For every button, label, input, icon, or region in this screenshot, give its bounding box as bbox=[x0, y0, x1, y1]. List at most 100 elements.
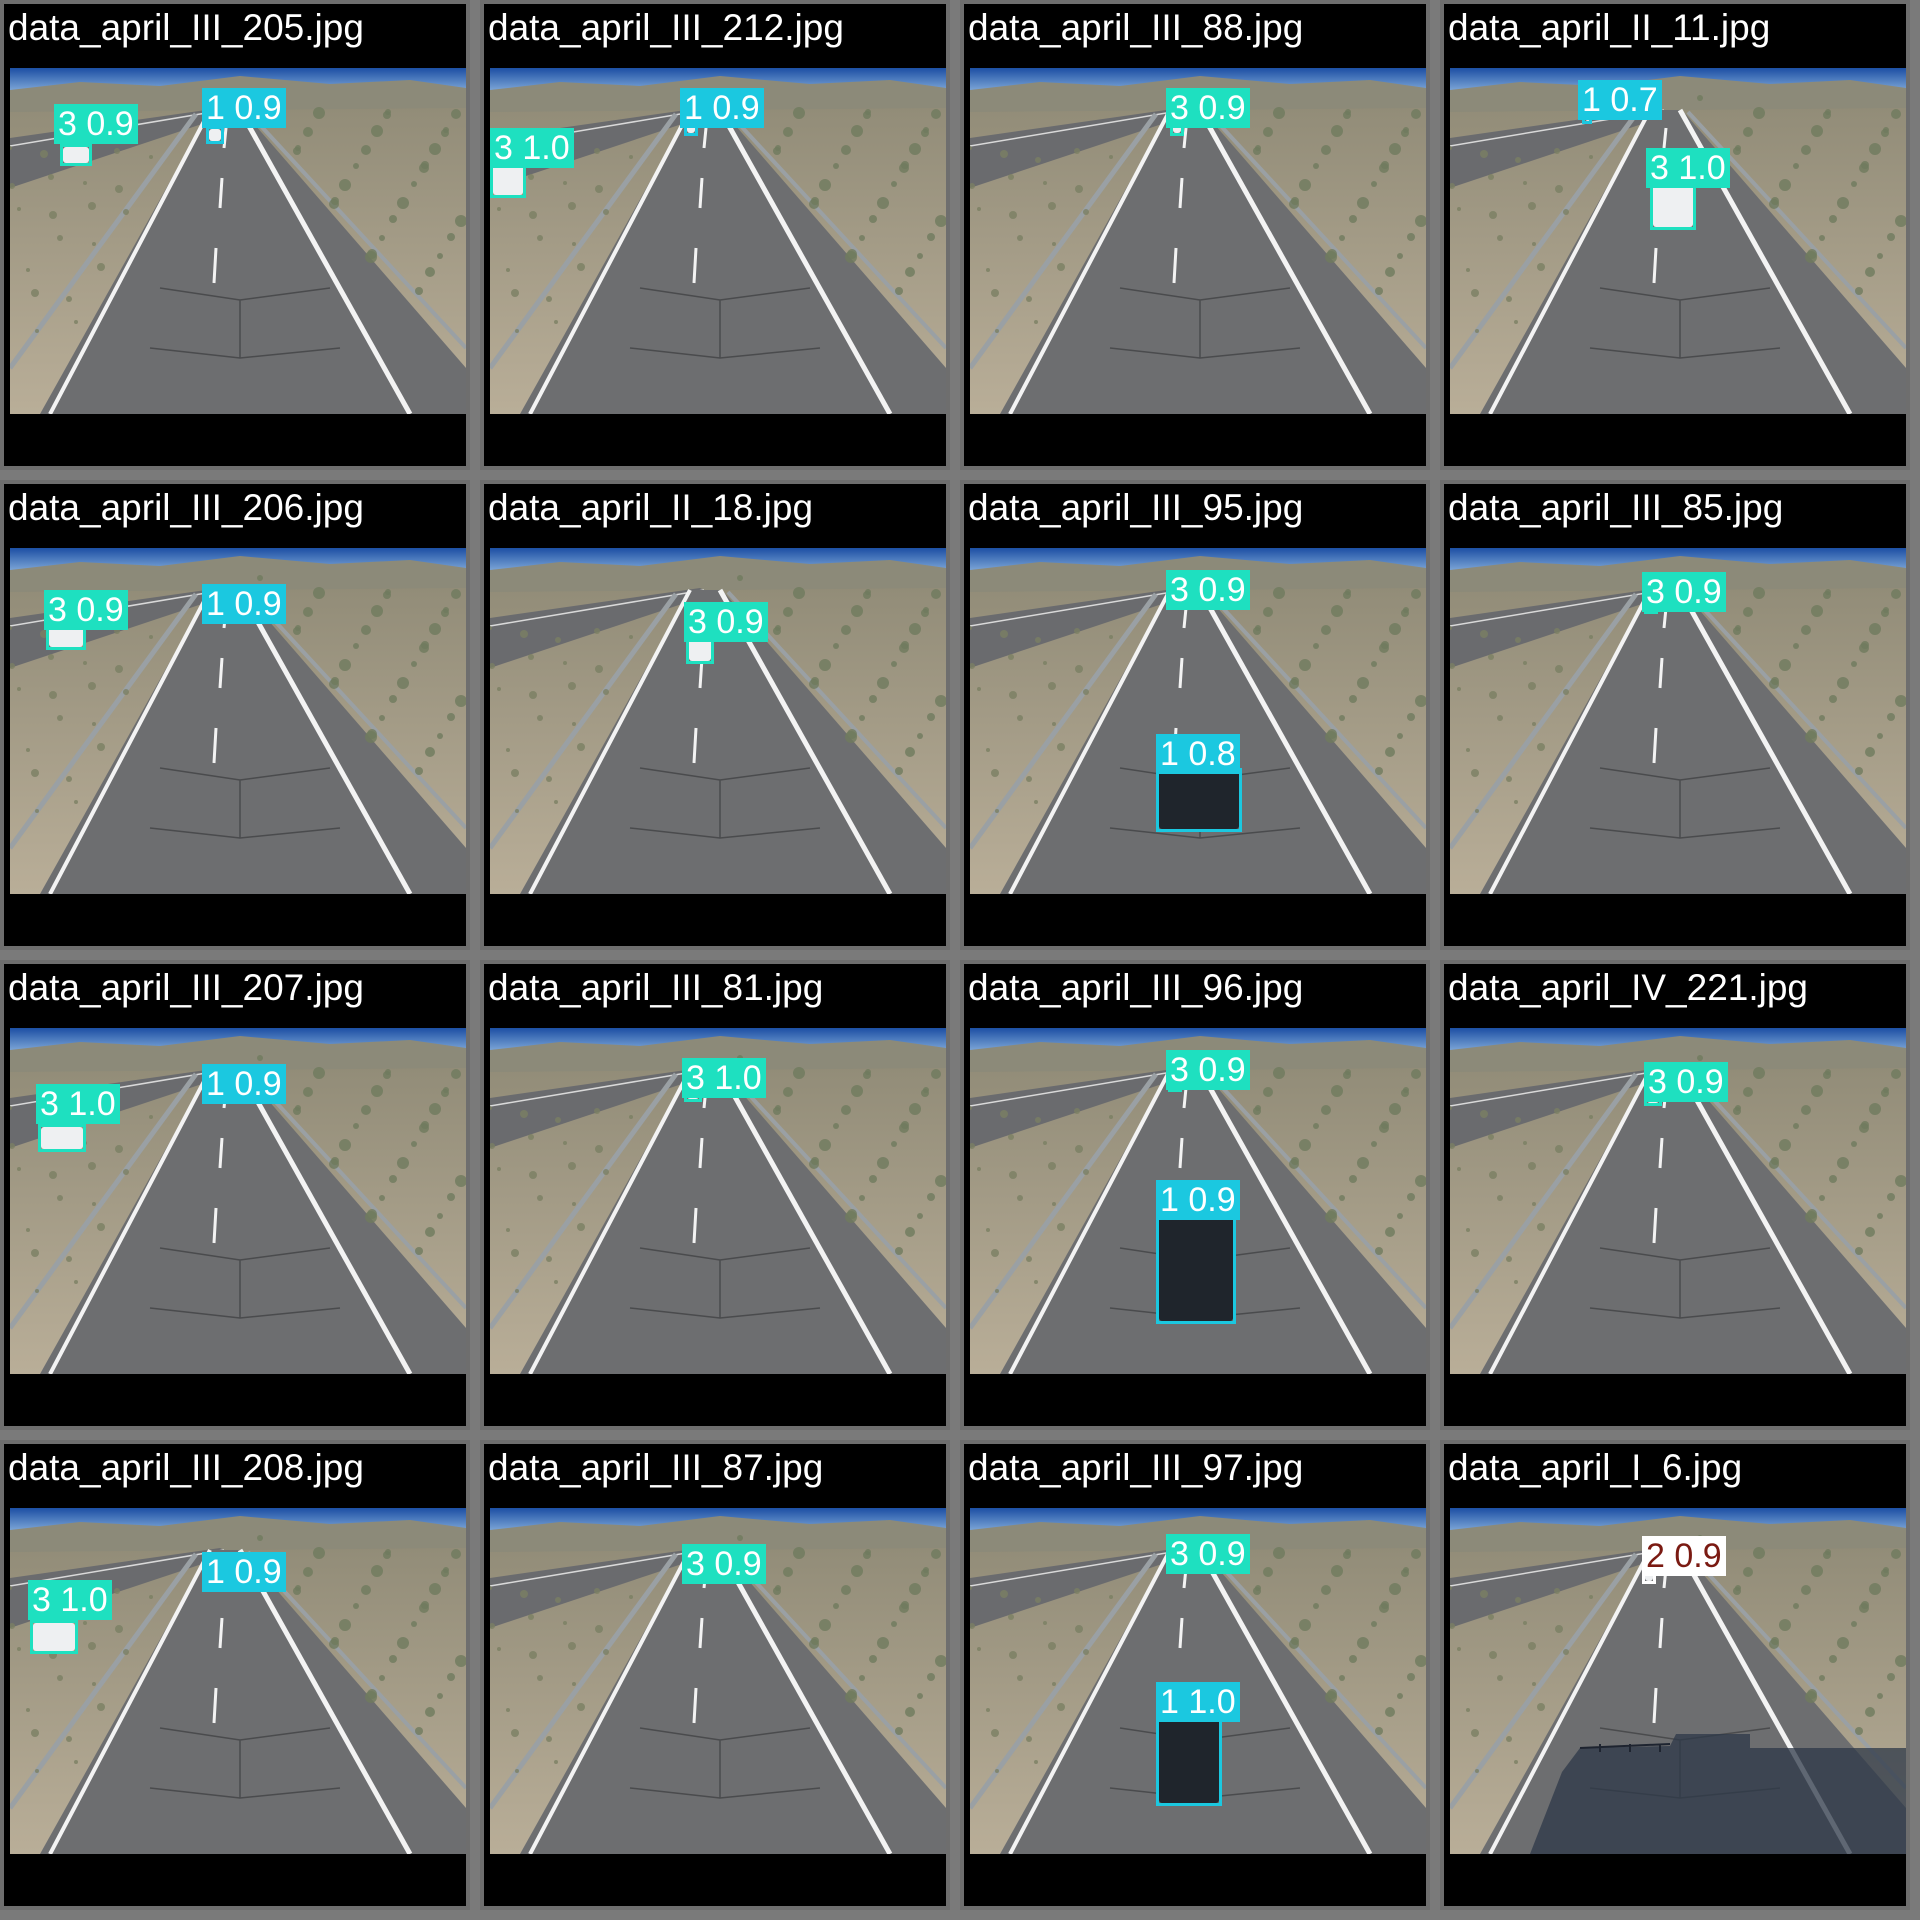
detection-label: 3 0.9 bbox=[684, 602, 768, 642]
traffic-camera-image: 3 0.9 bbox=[1450, 1028, 1906, 1374]
detection-label: 1 0.8 bbox=[1156, 734, 1240, 774]
image-filename: data_april_I_6.jpg bbox=[1448, 1447, 1743, 1488]
camera-frame bbox=[490, 548, 946, 894]
image-filename: data_april_III_206.jpg bbox=[8, 487, 364, 528]
detection-label: 3 0.9 bbox=[44, 590, 128, 630]
prediction-tile: data_april_IV_221.jpg 3 0.9 bbox=[1440, 960, 1910, 1430]
vehicle bbox=[1159, 1719, 1219, 1803]
traffic-camera-image: 3 0.9 1 1.0 bbox=[970, 1508, 1426, 1854]
detection-label: 3 1.0 bbox=[490, 128, 574, 168]
detection-box bbox=[30, 1620, 78, 1654]
vehicle bbox=[687, 125, 695, 133]
vehicle bbox=[1159, 771, 1239, 829]
vehicle bbox=[49, 627, 83, 647]
detection-label: 2 0.9 bbox=[1642, 1536, 1726, 1576]
detection-label: 3 0.9 bbox=[1166, 570, 1250, 610]
prediction-tile: data_april_III_95.jpg 3 0.9 1 0.8 bbox=[960, 480, 1430, 950]
detection-label: 3 1.0 bbox=[28, 1580, 112, 1620]
traffic-camera-image: 1 0.7 3 1.0 bbox=[1450, 68, 1906, 414]
vehicle bbox=[1173, 125, 1181, 133]
image-filename: data_april_II_11.jpg bbox=[1448, 7, 1771, 48]
detection-box bbox=[60, 144, 92, 166]
detection-label: 3 0.9 bbox=[682, 1544, 766, 1584]
camera-frame bbox=[1450, 68, 1906, 414]
prediction-tile: data_april_III_205.jpg 3 0.9 1 0.9 bbox=[0, 0, 470, 470]
image-filename: data_april_III_96.jpg bbox=[968, 967, 1304, 1008]
prediction-tile: data_april_II_11.jpg 1 0.7 3 1.0 bbox=[1440, 0, 1910, 470]
image-filename: data_april_III_208.jpg bbox=[8, 1447, 364, 1488]
prediction-tile: data_april_III_87.jpg 3 0.9 bbox=[480, 1440, 950, 1910]
detection-box bbox=[206, 126, 224, 144]
image-filename: data_april_III_88.jpg bbox=[968, 7, 1304, 48]
image-filename: data_april_III_207.jpg bbox=[8, 967, 364, 1008]
vehicle bbox=[1645, 1573, 1653, 1581]
traffic-camera-image: 3 0.9 1 0.9 bbox=[10, 548, 466, 894]
detection-label: 1 0.9 bbox=[202, 1064, 286, 1104]
vehicle bbox=[689, 639, 711, 661]
detection-label: 3 1.0 bbox=[36, 1084, 120, 1124]
vehicle bbox=[1159, 1217, 1233, 1321]
image-filename: data_april_III_212.jpg bbox=[488, 7, 844, 48]
traffic-camera-image: 3 0.9 1 0.9 bbox=[970, 1028, 1426, 1374]
vehicle bbox=[1653, 185, 1693, 227]
camera-frame bbox=[1450, 1508, 1906, 1854]
prediction-tile: data_april_III_207.jpg 3 1.0 1 0.9 bbox=[0, 960, 470, 1430]
prediction-tile: data_april_III_81.jpg 3 1.0 bbox=[480, 960, 950, 1430]
detection-label: 3 0.9 bbox=[1642, 572, 1726, 612]
detection-label: 1 0.9 bbox=[202, 1552, 286, 1592]
detection-label: 1 0.9 bbox=[680, 88, 764, 128]
vehicle bbox=[41, 1127, 83, 1149]
image-filename: data_april_II_18.jpg bbox=[488, 487, 814, 528]
detection-label: 3 1.0 bbox=[682, 1058, 766, 1098]
prediction-tile: data_april_III_208.jpg 3 1.0 1 0.9 bbox=[0, 1440, 470, 1910]
detection-label: 3 0.9 bbox=[1166, 1534, 1250, 1574]
prediction-tile: data_april_III_206.jpg 3 0.9 1 0.9 bbox=[0, 480, 470, 950]
detection-box bbox=[1650, 182, 1696, 230]
detection-label: 1 0.7 bbox=[1578, 80, 1662, 120]
detection-box bbox=[1156, 1716, 1222, 1806]
detection-box bbox=[38, 1124, 86, 1152]
detection-label: 3 0.9 bbox=[1644, 1062, 1728, 1102]
detection-label: 1 1.0 bbox=[1156, 1682, 1240, 1722]
prediction-tile: data_april_II_18.jpg 3 0.9 bbox=[480, 480, 950, 950]
image-filename: data_april_III_87.jpg bbox=[488, 1447, 824, 1488]
prediction-tile: data_april_III_97.jpg 3 0.9 1 1.0 bbox=[960, 1440, 1430, 1910]
vehicle bbox=[493, 165, 523, 195]
image-filename: data_april_III_81.jpg bbox=[488, 967, 824, 1008]
detection-label: 1 0.9 bbox=[1156, 1180, 1240, 1220]
vehicle bbox=[63, 147, 89, 163]
traffic-camera-image: 3 0.9 1 0.9 bbox=[10, 68, 466, 414]
prediction-tile: data_april_III_85.jpg 3 0.9 bbox=[1440, 480, 1910, 950]
detection-box bbox=[1156, 768, 1242, 832]
image-filename: data_april_III_85.jpg bbox=[1448, 487, 1784, 528]
prediction-tile: data_april_I_6.jpg 2 0.9 bbox=[1440, 1440, 1910, 1910]
detection-box bbox=[1156, 1214, 1236, 1324]
image-filename: data_april_III_205.jpg bbox=[8, 7, 364, 48]
traffic-camera-image: 2 0.9 bbox=[1450, 1508, 1906, 1854]
prediction-tile: data_april_III_96.jpg 3 0.9 1 0.9 bbox=[960, 960, 1430, 1430]
detection-label: 1 0.9 bbox=[202, 88, 286, 128]
traffic-camera-image: 3 0.9 bbox=[490, 548, 946, 894]
prediction-tile: data_april_III_88.jpg 3 0.9 bbox=[960, 0, 1430, 470]
detection-label: 3 0.9 bbox=[1166, 88, 1250, 128]
detection-label: 3 1.0 bbox=[1646, 148, 1730, 188]
traffic-camera-image: 3 1.0 bbox=[490, 1028, 946, 1374]
traffic-camera-image: 3 1.0 1 0.9 bbox=[10, 1028, 466, 1374]
traffic-camera-image: 3 0.9 bbox=[490, 1508, 946, 1854]
detection-label: 3 0.9 bbox=[54, 104, 138, 144]
traffic-camera-image: 3 0.9 bbox=[970, 68, 1426, 414]
prediction-tile: data_april_III_212.jpg 3 1.0 1 0.9 bbox=[480, 0, 950, 470]
traffic-camera-image: 3 1.0 1 0.9 bbox=[490, 68, 946, 414]
traffic-camera-image: 3 0.9 bbox=[1450, 548, 1906, 894]
image-filename: data_april_III_95.jpg bbox=[968, 487, 1304, 528]
detection-label: 3 0.9 bbox=[1166, 1050, 1250, 1090]
traffic-camera-image: 3 0.9 1 0.8 bbox=[970, 548, 1426, 894]
traffic-camera-image: 3 1.0 1 0.9 bbox=[10, 1508, 466, 1854]
vehicle bbox=[33, 1623, 75, 1651]
detection-label: 1 0.9 bbox=[202, 584, 286, 624]
vehicle bbox=[209, 129, 221, 141]
camera-frame bbox=[10, 1028, 466, 1374]
camera-frame bbox=[10, 1508, 466, 1854]
image-filename: data_april_IV_221.jpg bbox=[1448, 967, 1809, 1008]
